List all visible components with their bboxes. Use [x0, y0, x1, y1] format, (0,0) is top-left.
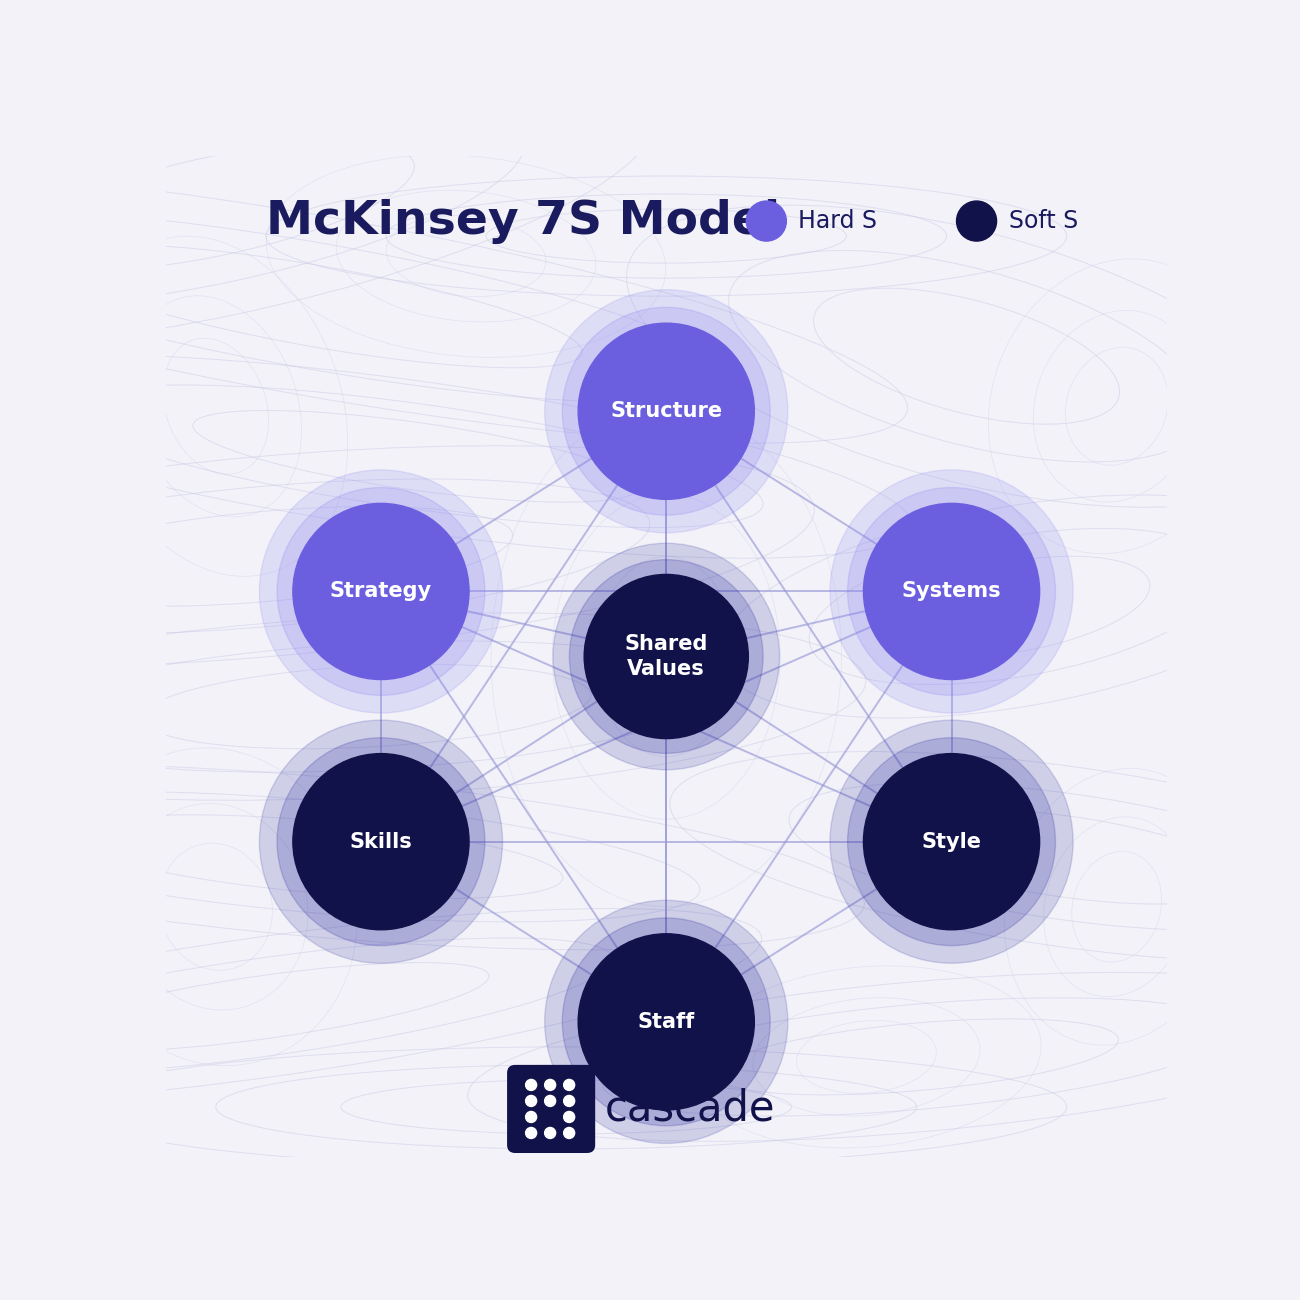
Circle shape [746, 202, 786, 240]
Circle shape [563, 918, 770, 1126]
Circle shape [957, 202, 997, 240]
Text: cascade: cascade [606, 1088, 776, 1130]
Text: Hard S: Hard S [798, 209, 878, 233]
Circle shape [545, 901, 788, 1144]
Circle shape [578, 324, 754, 499]
Circle shape [292, 503, 469, 680]
Circle shape [829, 469, 1072, 712]
Circle shape [848, 737, 1056, 945]
Circle shape [564, 1096, 575, 1106]
Circle shape [277, 737, 485, 945]
Circle shape [525, 1112, 537, 1122]
Circle shape [525, 1096, 537, 1106]
Text: Soft S: Soft S [1009, 209, 1078, 233]
Text: McKinsey 7S Model: McKinsey 7S Model [266, 199, 780, 243]
Circle shape [545, 1127, 555, 1139]
Circle shape [545, 290, 788, 533]
Circle shape [277, 488, 485, 696]
Circle shape [563, 307, 770, 515]
Text: Staff: Staff [637, 1011, 696, 1032]
Circle shape [525, 1079, 537, 1091]
Circle shape [525, 1127, 537, 1139]
Text: Skills: Skills [350, 832, 412, 852]
Circle shape [848, 488, 1056, 696]
Circle shape [552, 543, 780, 770]
Circle shape [578, 933, 754, 1110]
Circle shape [564, 1079, 575, 1091]
FancyBboxPatch shape [507, 1065, 595, 1153]
Circle shape [863, 503, 1040, 680]
Circle shape [260, 469, 503, 712]
Text: Style: Style [922, 832, 982, 852]
Circle shape [564, 1112, 575, 1122]
Circle shape [545, 1096, 555, 1106]
Circle shape [292, 754, 469, 930]
Text: Structure: Structure [610, 402, 723, 421]
Circle shape [260, 720, 503, 963]
Circle shape [863, 754, 1040, 930]
Text: Systems: Systems [902, 581, 1001, 602]
Circle shape [569, 559, 763, 754]
Circle shape [584, 575, 749, 738]
Circle shape [545, 1079, 555, 1091]
Circle shape [564, 1127, 575, 1139]
Text: Strategy: Strategy [330, 581, 432, 602]
Text: Shared
Values: Shared Values [624, 634, 709, 679]
Circle shape [829, 720, 1072, 963]
